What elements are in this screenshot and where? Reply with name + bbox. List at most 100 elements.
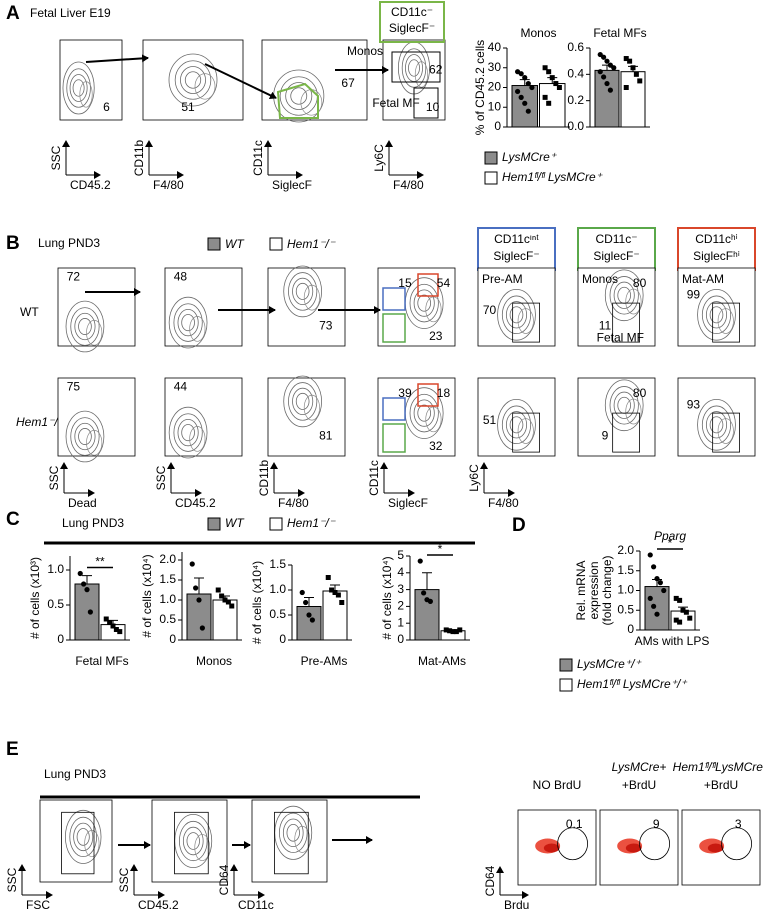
y-tick-label: 0 [627,622,634,636]
contour [625,288,642,315]
bar [296,606,322,641]
flow-x-label: FSC [26,898,50,912]
gate-value: 72 [67,270,81,284]
legend-text: Hem1⁻/⁻ [287,237,337,251]
data-point [215,587,221,593]
contour [168,406,208,459]
data-point [604,58,610,64]
gate-value: 44 [174,380,188,394]
gate-value: 93 [687,397,701,411]
y-tick-label: 10 [488,99,502,113]
flow-x-label: CD45.2 [138,898,179,912]
contour [73,822,94,852]
gate [712,302,741,343]
gate-value: 51 [483,413,497,427]
data-point [189,561,195,567]
contour [303,394,320,421]
plot-title: +BrdU [704,778,738,792]
contour [408,59,420,77]
y-tick-label: 1.0 [159,592,176,606]
y-tick-label: 3 [397,582,404,596]
data-point [630,65,636,71]
data-point [597,69,603,75]
gate [391,51,441,83]
data-point [542,65,548,71]
y-tick-label: 2 [397,599,404,613]
data-point [84,587,90,593]
flow-plot-frame [377,267,456,347]
data-point [443,627,449,633]
population-box-text: CD11cᶦⁿᵗ [494,232,539,246]
contour [180,66,206,94]
category-label: Fetal MFs [75,654,128,668]
population-box-text: SiglecFʰⁱ [693,249,740,263]
contour [709,416,724,434]
contour [413,289,435,317]
data-point [529,84,535,91]
data-point [193,585,199,591]
contour [194,73,216,100]
significance-label: * [438,542,443,556]
flow-plot-frame [577,377,656,457]
panel-letter: D [512,515,526,536]
y-tick-label: 1.0 [47,562,64,576]
contour [295,282,310,300]
data-point [303,599,309,606]
flow-plot-frame [57,377,136,457]
flow-y-label: CD64 [483,865,497,896]
data-point [553,81,559,87]
contour [181,314,195,332]
contour [292,387,314,416]
x-axis-label: AMs with LPS [635,634,710,648]
contour [517,308,534,334]
gate-value: 10 [426,100,440,114]
contour [609,386,639,425]
data-point [542,94,548,100]
panel-letter: B [6,233,20,254]
data-point [647,595,653,602]
data-point [546,69,552,75]
contour [501,405,532,445]
flow-x-label: F4/80 [393,178,424,192]
contour [168,296,208,349]
row-label: WT [20,305,39,319]
contour [501,295,532,335]
flow-x-label: Dead [68,496,97,510]
y-tick-label: 0.4 [567,67,584,81]
flow-arrow [204,63,277,100]
contour [278,812,308,853]
legend-text: LysMCre⁺/⁺ [577,657,642,671]
y-tick-label: 5 [397,548,404,562]
gate [382,287,406,311]
contour [505,411,528,439]
contour [69,816,98,858]
plot-title: Monos [582,272,618,286]
data-point [417,558,423,564]
data-point [103,616,109,622]
y-tick-label: 1.5 [617,563,634,577]
data-point [556,85,562,90]
y-tick-label: 1.5 [269,557,286,571]
data-point [654,576,660,582]
y-axis-label: (fold change) [600,555,614,625]
panel-letter: A [6,3,20,24]
contour [701,295,732,335]
data-point [515,88,521,95]
data-point [657,580,663,586]
data-point [196,597,202,603]
gate-value: 9 [602,429,609,443]
contour [705,411,728,439]
plot-title: NO BrdU [533,778,582,792]
data-point [680,607,686,613]
contour [70,417,100,456]
contour [709,306,724,324]
data-point [601,74,607,80]
gate-value: 23 [429,329,443,343]
data-point [654,611,660,617]
data-point [687,615,693,621]
contour [292,277,314,306]
y-axis-label: # of cells (x10⁴) [140,554,154,637]
panel-letter: E [6,739,19,760]
y-axis-label: # of cells (x10³) [28,557,42,639]
y-tick-label: 0 [397,632,404,646]
